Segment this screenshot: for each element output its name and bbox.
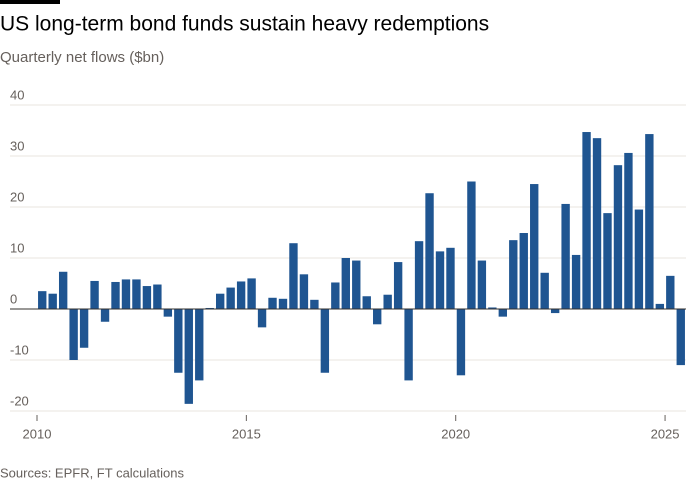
bar — [132, 279, 141, 309]
bar — [352, 260, 361, 309]
y-tick-label: -20 — [10, 393, 29, 408]
bar — [215, 293, 225, 309]
bar — [498, 309, 508, 317]
source: Sources: EPFR, FT calculations — [0, 465, 184, 480]
bar — [226, 287, 235, 309]
bar — [571, 254, 581, 309]
bar — [456, 309, 466, 376]
bar — [79, 309, 89, 348]
bar — [550, 309, 560, 314]
bar — [111, 281, 120, 309]
bar — [414, 241, 424, 309]
bar — [530, 184, 539, 309]
bar — [153, 284, 162, 309]
bar — [268, 297, 277, 309]
bar — [236, 281, 246, 309]
bar — [603, 213, 612, 309]
bar — [100, 309, 110, 322]
bar — [655, 303, 665, 309]
x-tick-label: 2015 — [232, 426, 261, 441]
bar — [435, 251, 445, 309]
bar — [613, 165, 623, 309]
bar — [142, 286, 152, 309]
bar — [666, 275, 675, 309]
bar — [331, 282, 340, 309]
bar — [320, 309, 330, 373]
bar — [373, 309, 382, 325]
bar — [121, 279, 131, 309]
bar — [592, 138, 602, 309]
bar — [48, 293, 57, 309]
bar — [205, 307, 214, 309]
bar — [58, 271, 68, 309]
bar — [446, 247, 455, 309]
bar — [247, 278, 256, 309]
brand-bar — [0, 0, 60, 4]
bar — [383, 294, 392, 309]
bar — [477, 260, 487, 309]
bar — [393, 262, 403, 309]
bar — [519, 233, 528, 309]
y-tick-label: 10 — [10, 240, 24, 255]
bar — [289, 243, 298, 309]
bar — [299, 274, 309, 309]
bar — [582, 132, 591, 309]
bar — [341, 258, 350, 309]
bar — [38, 291, 47, 309]
y-tick-label: 20 — [10, 189, 24, 204]
y-tick-label: 40 — [10, 87, 24, 102]
bar — [90, 280, 99, 309]
bar — [624, 152, 633, 309]
bar — [278, 298, 288, 309]
bar — [540, 272, 549, 309]
chart-title: US long-term bond funds sustain heavy re… — [0, 13, 489, 36]
y-tick-label: -10 — [10, 342, 29, 357]
chart-subtitle: Quarterly net flows ($bn) — [0, 49, 164, 66]
bar — [195, 309, 204, 381]
bar — [634, 209, 644, 309]
bar — [645, 134, 654, 309]
bar — [310, 299, 319, 309]
bar — [362, 296, 371, 309]
bar — [467, 181, 476, 309]
bar — [509, 240, 518, 309]
bar — [425, 193, 434, 309]
y-tick-label: 30 — [10, 138, 24, 153]
bar — [404, 309, 413, 381]
y-tick-label: 0 — [10, 291, 17, 306]
x-tick-label: 2020 — [441, 426, 470, 441]
x-tick-label: 2010 — [23, 426, 52, 441]
bar — [69, 309, 78, 360]
bar — [561, 203, 570, 309]
bar — [257, 309, 267, 328]
bar — [676, 309, 685, 366]
bar — [174, 309, 183, 373]
x-tick-label: 2025 — [651, 426, 680, 441]
bar — [488, 307, 497, 309]
bar — [163, 309, 173, 317]
bar — [184, 309, 193, 404]
